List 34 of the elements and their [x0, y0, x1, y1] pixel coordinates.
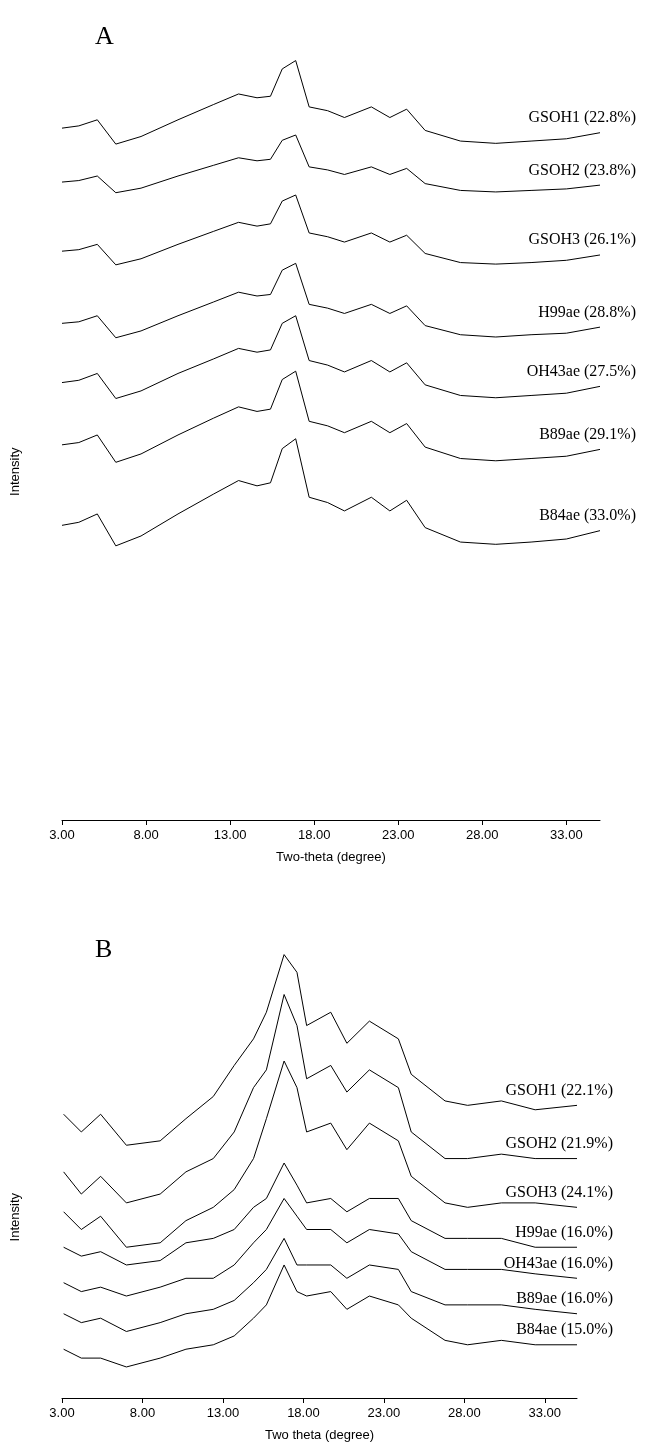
series-label: OH43ae (16.0%) [503, 1253, 613, 1272]
x-tick-label: 8.00 [129, 1405, 156, 1420]
series-label: B89ae (16.0%) [516, 1289, 613, 1308]
chart-title: A [95, 20, 114, 50]
x-tick-label: 28.00 [466, 827, 499, 842]
x-axis-title: Two theta (degree) [264, 1427, 375, 1442]
x-tick-label: 3.00 [49, 1405, 75, 1420]
series-label: GSOH1 (22.1%) [505, 1080, 613, 1099]
series-label: B84ae (15.0%) [516, 1320, 613, 1339]
series-label: H99ae (16.0%) [515, 1222, 613, 1241]
x-tick-label: 18.00 [297, 827, 331, 842]
series-label: GSOH2 (21.9%) [505, 1134, 613, 1153]
series-label: B89ae (29.1%) [539, 424, 636, 443]
x-tick-label: 23.00 [381, 827, 415, 842]
x-tick-label: 8.00 [133, 827, 159, 842]
x-tick-label: 23.00 [367, 1405, 401, 1420]
y-axis-title: Intensity [7, 1192, 22, 1242]
series-label: OH43ae (27.5%) [526, 361, 636, 380]
y-axis-title: Intensity [7, 447, 22, 496]
series-label: GSOH2 (23.8%) [528, 160, 636, 179]
series-label: GSOH3 (24.1%) [505, 1182, 613, 1201]
x-tick-label: 33.00 [528, 1405, 562, 1420]
series-label: GSOH1 (22.8%) [528, 108, 636, 127]
x-tick-label: 33.00 [550, 827, 583, 842]
chart-title: B [95, 933, 113, 963]
x-axis-title: Two-theta (degree) [276, 849, 386, 864]
x-tick-label: 13.00 [206, 1405, 240, 1420]
series-label: B84ae (33.0%) [539, 506, 636, 525]
series-label: H99ae (28.8%) [538, 302, 636, 321]
x-tick-label: 28.00 [448, 1405, 481, 1420]
series-label: GSOH3 (26.1%) [528, 230, 636, 249]
x-tick-label: 18.00 [287, 1405, 320, 1420]
x-tick-label: 13.00 [213, 827, 247, 842]
x-tick-label: 3.00 [49, 827, 75, 842]
